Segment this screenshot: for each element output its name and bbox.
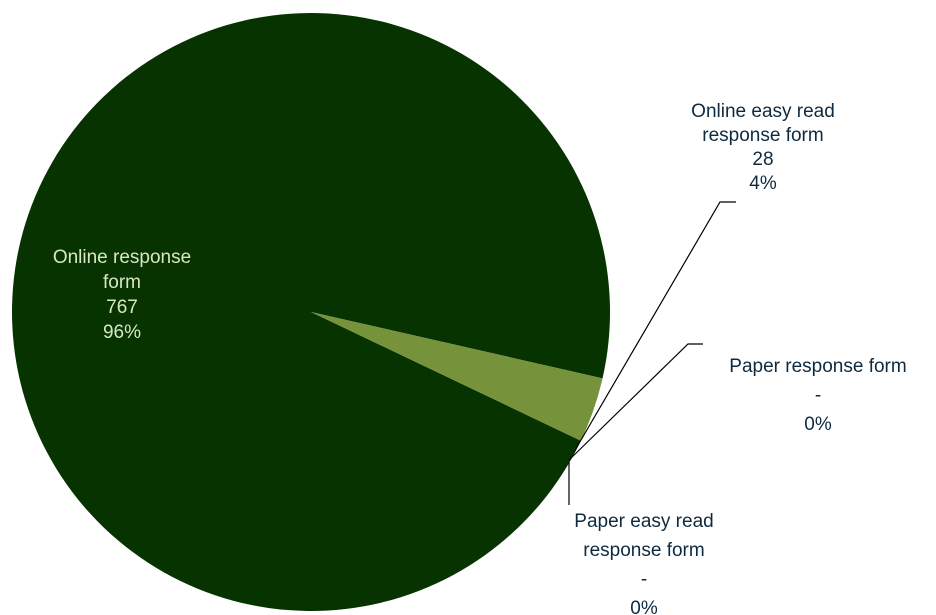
slice-label: Online easy read response form 28 4% [691, 101, 835, 194]
leader-line [573, 201, 736, 453]
slice-labels: Online response form 767 96% Online easy rea… [53, 101, 907, 615]
slice-name: response form [702, 125, 823, 146]
slice-label: Paper response form - 0% [729, 356, 906, 435]
slice-name: Paper response form [729, 356, 906, 377]
slice-percent: 96% [103, 322, 141, 343]
pie-slice [311, 312, 603, 441]
slice-percent: 0% [804, 414, 832, 435]
slice-label: Online response form 767 96% [53, 247, 191, 343]
slice-name: Online response [53, 247, 191, 268]
slice-value: - [815, 385, 821, 406]
slice-value: 28 [752, 149, 773, 170]
slice-value: - [641, 569, 647, 590]
slice-name: form [103, 272, 141, 293]
slice-name: response form [583, 540, 704, 561]
slice-percent: 4% [749, 173, 777, 194]
slice-name: Paper easy read [574, 511, 713, 532]
pie-slice [11, 13, 610, 612]
slice-value: 767 [106, 297, 138, 318]
slice-label: Paper easy read response form - 0% [574, 511, 713, 615]
slice-name: Online easy read [691, 101, 835, 122]
leader-lines [568, 201, 736, 505]
leader-line [568, 343, 703, 461]
pie-slices [11, 13, 610, 612]
slice-percent: 0% [630, 598, 658, 615]
